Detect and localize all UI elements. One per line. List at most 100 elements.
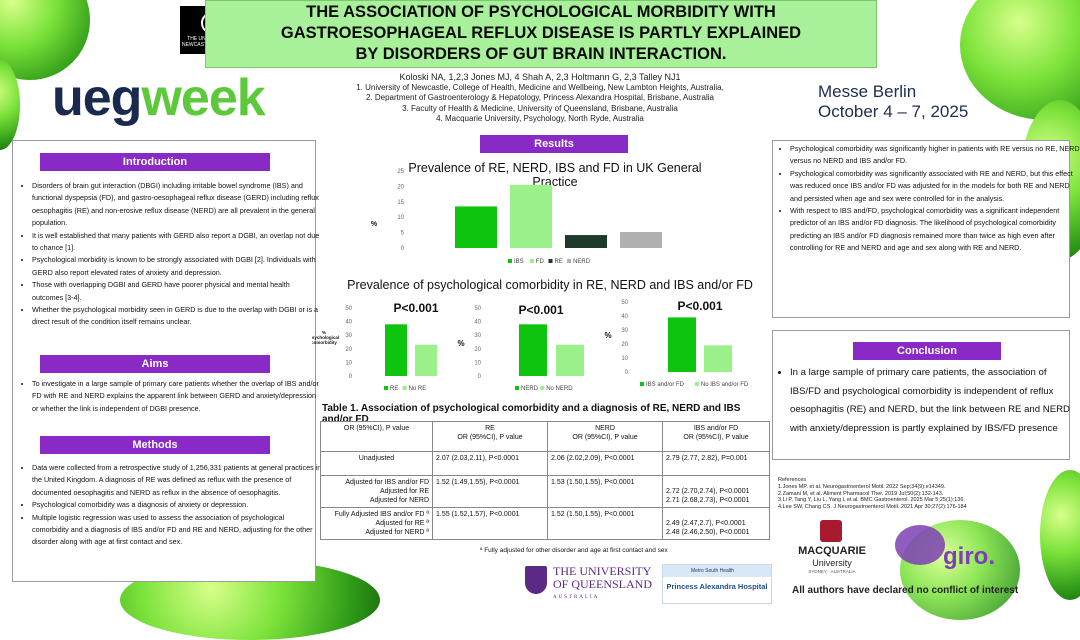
p-value-annotation: P<0.001 [518, 303, 563, 317]
bar-nerd [620, 231, 662, 248]
uq-crest-icon [525, 566, 547, 594]
bar-ibs [455, 206, 497, 248]
uq-logo: THE UNIVERSITY OF QUEENSLAND AUSTRALIA [525, 563, 655, 605]
table-title: Table 1. Association of psychological co… [322, 403, 741, 425]
list-item: Disorders of brain gut interaction (DBGI… [32, 180, 322, 230]
col-label: NERD [595, 425, 615, 432]
legend-label: No IBS and/or FD [701, 382, 749, 388]
methods-list: Data were collected from a retrospective… [18, 462, 322, 549]
uq-line: OF QUEENSLAND [553, 577, 652, 591]
p-value-annotation: P<0.001 [677, 299, 722, 313]
table-header-cell: OR (95%CI), P value [320, 421, 433, 452]
table-cell: Fully Adjusted IBS and/or FD ª Adjusted f… [320, 507, 433, 540]
prevalence-chart: 0 5 10 15 20 25% IBS FD RE NERD [371, 169, 662, 265]
y-tick-label: 0 [625, 370, 629, 376]
legend-label: RE [390, 386, 398, 392]
col-label: IBS and/or FD [693, 425, 739, 432]
macquarie-name: MACQUARIE [798, 545, 866, 557]
table-header-cell: IBS and/or FD OR (95%CI), P value [662, 421, 770, 452]
y-tick-label: 20 [621, 342, 628, 348]
legend-swatch [515, 386, 519, 390]
list-item: Psychological comorbidity was a diagnosi… [32, 499, 322, 511]
table-row: Fully Adjusted IBS and/or FD ª Adjusted f… [320, 507, 770, 540]
results-table: OR (95%CI), P value RE OR (95%CI), P valu… [320, 421, 770, 540]
row-label: Adjusted for NERD [369, 497, 429, 504]
table-header-cell: RE OR (95%CI), P value [432, 421, 548, 452]
col-sublabel: OR (95%CI), P value [683, 434, 749, 441]
bar-no-re [415, 344, 437, 376]
y-tick-label: 0 [401, 246, 405, 252]
y-axis-label: comorbidity [312, 340, 337, 345]
aims-list: To investigate in a large sample of prim… [18, 378, 322, 415]
y-tick-label: 10 [621, 356, 628, 362]
discussion-panel [772, 140, 1070, 318]
y-tick-label: 20 [345, 347, 352, 353]
y-tick-label: 50 [474, 306, 481, 312]
decorative-green-blob [0, 0, 90, 80]
macquarie-logo: MACQUARIE University SYDNEY · AUSTRALIA [782, 520, 882, 580]
table-header-row: OR (95%CI), P value RE OR (95%CI), P valu… [320, 421, 770, 452]
results-heading: Results [480, 135, 628, 153]
methods-heading: Methods [40, 436, 270, 454]
pah-top-text: Metro South Health [663, 565, 771, 577]
affiliation: 4. Macquarie University, Psychology, Nor… [436, 114, 644, 123]
reference-item: 4.Lee SW, Chang CS. J Neurogastroenterol… [778, 504, 967, 511]
declaration: All authors have declared no conflict of… [792, 585, 1019, 596]
aims-heading: Aims [40, 355, 270, 373]
table-cell: 1.52 (1.50,1.55), P<0.0001 [547, 507, 663, 540]
list-item: Whether the psychological morbidity seen… [32, 304, 322, 329]
discussion-list: Psychological comorbidity was significan… [776, 143, 1080, 255]
conclusion-list: In a large sample of primary care patien… [776, 364, 1080, 438]
ibsfd-comorbidity-chart: 0 10 20 30 40 50% P<0.001 IBS and/or FD No IBS a… [604, 299, 749, 388]
legend-label: FD [536, 259, 545, 265]
giro-logo: giro. [895, 525, 1005, 580]
table-cell: 2.49 (2.47,2.7), P<0.0001 2.48 (2.46,2.50… [662, 507, 770, 540]
row-label: Adjusted for NERD ª [365, 529, 429, 536]
table-cell: Adjusted for IBS and/or FD Adjusted for R… [320, 475, 433, 508]
cell-value: 2.72 (2.70,2.74), P<0.0001 [666, 488, 750, 495]
legend-swatch [548, 259, 553, 263]
y-tick-label: 20 [397, 184, 404, 190]
y-tick-label: 15 [397, 200, 404, 206]
decorative-green-blob [0, 60, 20, 150]
affiliation: 2. Department of Gastroenterology & Hepa… [365, 93, 715, 102]
bar-re [385, 324, 407, 376]
giro-text: giro. [943, 543, 995, 570]
reference-item: 3.Li P, Tang Y, Liu L, Yang L et al. BMC… [778, 497, 965, 504]
table-cell: 1.52 (1.49,1.55), P<0.0001 [432, 475, 548, 508]
y-tick-label: 50 [345, 306, 352, 312]
venue: Messe Berlin October 4 – 7, 2025 [818, 82, 968, 122]
ueg-text: ueg [52, 69, 142, 127]
pah-name: Princess Alexandra Hospital [666, 582, 768, 591]
cell-value: 2.49 (2.47,2.7), P<0.0001 [666, 520, 746, 527]
p-value-annotation: P<0.001 [393, 301, 438, 315]
y-tick-label: 40 [621, 314, 628, 320]
cell-value: 2.71 (2.68,2.73), P<0.0001 [666, 497, 750, 504]
ueg-week-logo: uegweek [52, 69, 266, 127]
y-tick-label: 30 [345, 333, 352, 339]
introduction-heading: Introduction [40, 153, 270, 171]
title-line: THE ASSOCIATION OF PSYCHOLOGICAL MORBIDI… [306, 3, 776, 21]
col-sublabel: OR (95%CI), P value [572, 434, 638, 441]
legend-swatch [384, 386, 388, 390]
y-axis-label: % [604, 331, 611, 340]
y-tick-label: 20 [474, 347, 481, 353]
venue-location: Messe Berlin [818, 82, 917, 101]
bar-no-nerd [556, 344, 584, 376]
y-tick-label: 50 [621, 300, 628, 306]
affiliation: 1. University of Newcastle, College of H… [356, 82, 724, 92]
uq-line: THE UNIVERSITY [553, 564, 652, 578]
decorative-green-blob [1040, 470, 1080, 600]
bar-re [565, 235, 607, 248]
pah-logo: Metro South Health Princess Alexandra Ho… [662, 564, 772, 604]
table-cell: 2.72 (2.70,2.74), P<0.0001 2.71 (2.68,2.7… [662, 475, 770, 508]
list-item: It is well established that many patient… [32, 230, 322, 255]
table-footnote: ª Fully adjusted for other disorder and … [480, 547, 668, 554]
table-row: Unadjusted 2.07 (2.03,2.11), P<0.0001 2.… [320, 451, 770, 476]
macquarie-sub: University [812, 558, 852, 568]
authors-block: Koloski NA, 1,2,3 Jones MJ, 4 Shah A, 2,… [330, 72, 750, 125]
author-names: Koloski NA, 1,2,3 Jones MJ, 4 Shah A, 2,… [399, 72, 681, 82]
row-label: Adjusted for RE [379, 488, 429, 495]
references: References 1.Jones MP. et al. Neurogastr… [778, 477, 1068, 511]
